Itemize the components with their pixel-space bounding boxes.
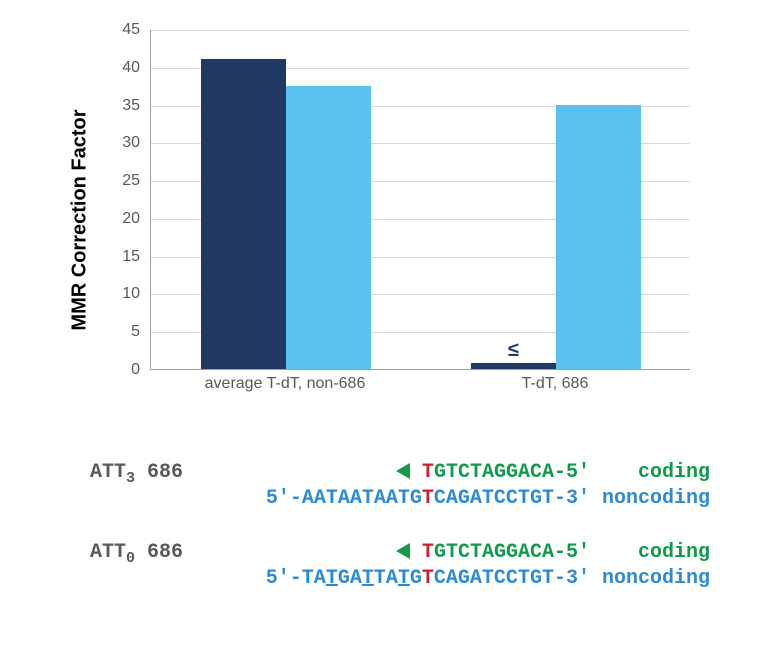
y-tick-label: 25 [90,172,140,190]
sequence-block: ATT3 686 TGTCTAGGACA-5' coding5'-AATAATA… [90,460,710,512]
sequence-block: ATT0 686 TGTCTAGGACA-5' coding5'-TATGATT… [90,540,710,592]
x-category-label: T-dT, 686 [522,375,589,393]
bar-light [556,105,641,369]
y-tick-label: 15 [90,248,140,266]
sequence-group-label: ATT0 686 [90,540,183,572]
y-tick-label: 40 [90,59,140,77]
bar-light [286,86,371,369]
y-tick-label: 20 [90,210,140,228]
mmr-chart: ≤ MMR Correction Factor 0510152025303540… [90,20,690,420]
y-tick-label: 10 [90,285,140,303]
triangle-left-icon [396,543,410,559]
bar-dark [201,59,286,369]
y-tick-label: 30 [90,134,140,152]
y-axis-title: MMR Correction Factor [69,109,92,330]
plot-area: ≤ [150,30,690,370]
sequence-group-label: ATT3 686 [90,460,183,492]
y-tick-label: 0 [90,361,140,379]
y-tick-label: 45 [90,21,140,39]
page-root: ≤ MMR Correction Factor 0 5 10 15 20 25 30 35 40… [0,0,777,661]
x-category-label: average T-dT, non-686 [205,375,366,393]
triangle-left-icon [396,463,410,479]
bar-annotation: ≤ [508,339,519,362]
grid-line [151,30,690,31]
y-tick-label: 5 [90,323,140,341]
bar-dark [471,363,556,369]
y-tick-label: 35 [90,97,140,115]
